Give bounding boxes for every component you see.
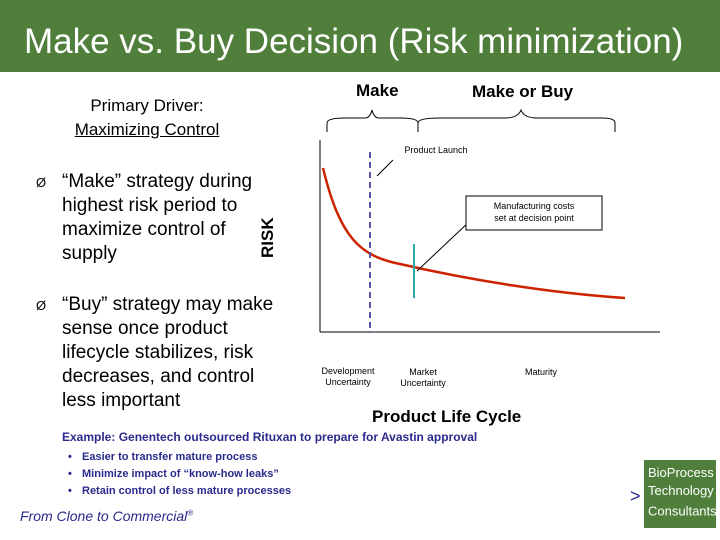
manufacturing-callout-box xyxy=(465,195,603,231)
company-logo: BioProcess Technology Consultants® xyxy=(644,460,720,528)
x-axis-label: Product Life Cycle xyxy=(372,407,522,426)
sub-bullet: Minimize impact of “know-how leaks” xyxy=(68,466,291,483)
arrow-bullet-icon: Ø xyxy=(36,175,47,190)
footer-registered-mark: ® xyxy=(187,508,194,518)
example-text: Example: Genentech outsourced Rituxan to… xyxy=(62,430,478,444)
stage-market-line1: Market xyxy=(409,367,437,377)
make-or-buy-brace xyxy=(417,108,616,132)
primary-driver-label: Primary Driver: xyxy=(90,96,204,115)
logo-registered-mark: ® xyxy=(716,505,720,512)
bullet-text: “Buy” strategy may make sense once produ… xyxy=(62,294,274,411)
stage-maturity-line1: Maturity xyxy=(525,367,558,377)
make-brace xyxy=(326,109,419,132)
product-launch-label: Product Launch xyxy=(404,145,467,155)
sub-bullet: Easier to transfer mature process xyxy=(68,449,291,466)
phase-make-label: Make xyxy=(356,81,399,100)
bullet-text: “Make” strategy during highest risk peri… xyxy=(62,171,253,264)
logo-line1: BioProcess xyxy=(648,465,714,480)
stage-market-line2: Uncertainty xyxy=(400,378,446,388)
phase-make-or-buy-label: Make or Buy xyxy=(472,82,574,101)
footer-tagline: From Clone to Commercial® xyxy=(20,508,193,524)
logo-line3: Consultants® xyxy=(644,500,720,520)
logo-arrow-icon: > xyxy=(630,486,641,506)
manufacturing-pointer xyxy=(416,220,471,272)
stage-development-line1: Development xyxy=(321,366,375,376)
manufacturing-callout-line1: Manufacturing costs xyxy=(494,201,575,211)
example-sub-bullets: Easier to transfer mature process Minimi… xyxy=(68,449,291,500)
risk-curve xyxy=(321,167,626,300)
arrow-bullet-icon: Ø xyxy=(36,298,47,313)
primary-driver: Primary Driver: Maximizing Control xyxy=(62,94,232,142)
footer-text: From Clone to Commercial xyxy=(20,508,188,524)
primary-driver-value: Maximizing Control xyxy=(74,120,220,139)
y-axis-label: RISK xyxy=(258,217,277,258)
stage-development-line2: Uncertainty xyxy=(325,377,371,387)
title-bar: Make vs. Buy Decision (Risk minimization… xyxy=(0,0,720,72)
slide-title: Make vs. Buy Decision (Risk minimization… xyxy=(24,22,684,61)
logo-line3-text: Consultants xyxy=(648,503,717,519)
manufacturing-callout-line2: set at decision point xyxy=(494,213,574,223)
sub-bullet: Retain control of less mature processes xyxy=(68,483,291,500)
product-launch-pointer xyxy=(376,159,394,177)
logo-line2: Technology xyxy=(648,483,714,498)
